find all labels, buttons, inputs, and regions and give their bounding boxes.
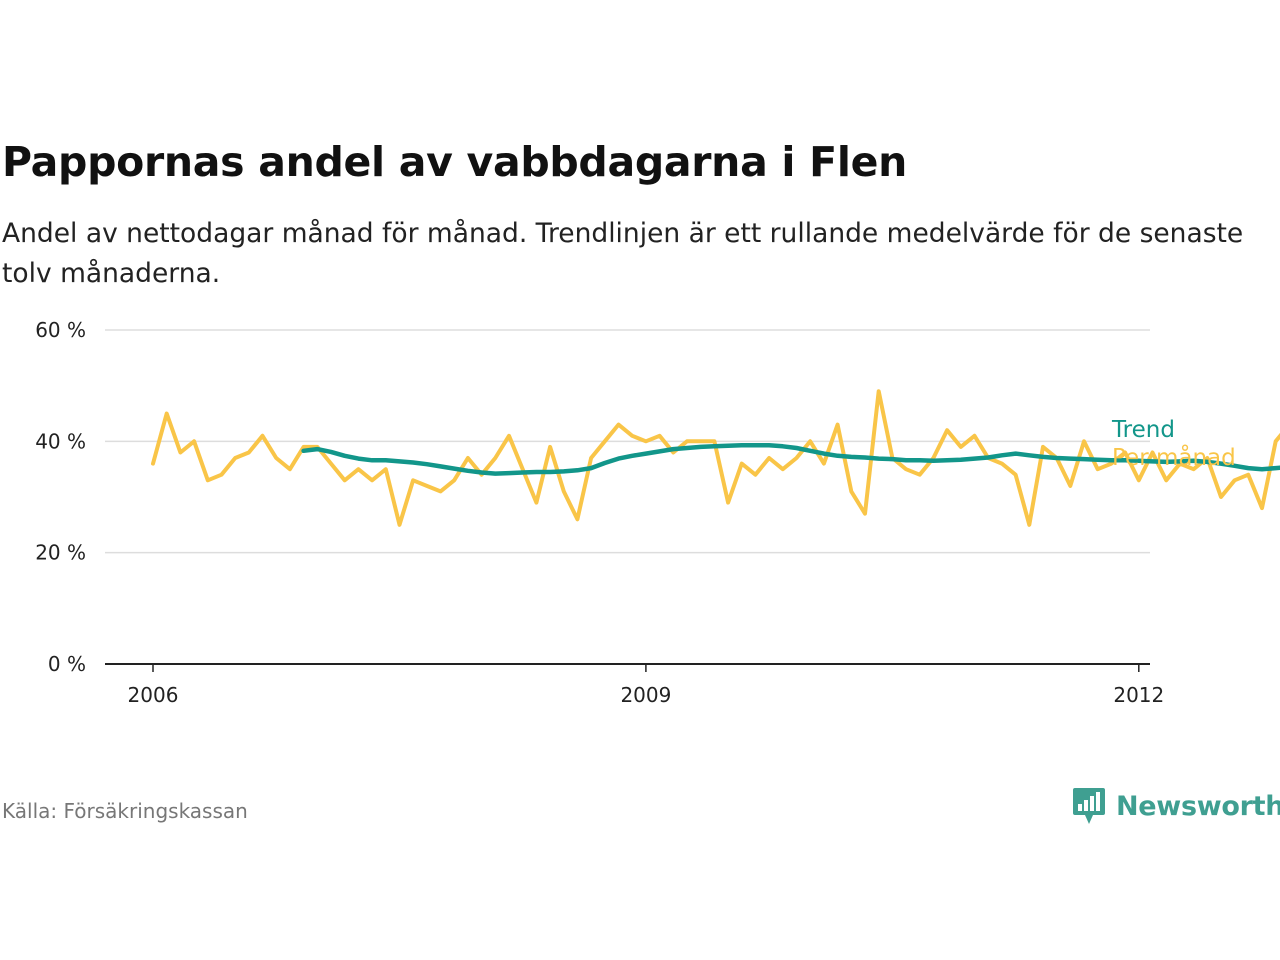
source-note: Källa: Försäkringskassan [2, 799, 248, 823]
newsworthy-chart-icon [1073, 788, 1105, 824]
line-chart: 0 %20 %40 %60 %2006200920122015201820212… [35, 318, 1280, 707]
y-tick-label: 20 % [35, 541, 86, 565]
x-tick-label: 2012 [1113, 683, 1164, 707]
x-tick-label: 2009 [620, 683, 671, 707]
chart-title: Pappornas andel av vabbdagarna i Flen [2, 138, 907, 186]
y-tick-label: 40 % [35, 429, 86, 453]
series-line-trend [301, 442, 1280, 476]
chart-subtitle: Andel av nettodagar månad för månad. Tre… [2, 218, 1244, 289]
legend-trend: Trend [1111, 417, 1175, 443]
newsworthy-logo[interactable]: Newsworthy [1072, 784, 1280, 828]
x-tick-label: 2006 [128, 683, 179, 707]
y-tick-label: 60 % [35, 318, 86, 342]
logo-text: Newsworthy [1116, 790, 1280, 822]
legend-per-manad: Per månad [1112, 443, 1236, 471]
y-tick-label: 0 % [48, 652, 86, 676]
series-line-per-manad [151, 389, 1280, 527]
